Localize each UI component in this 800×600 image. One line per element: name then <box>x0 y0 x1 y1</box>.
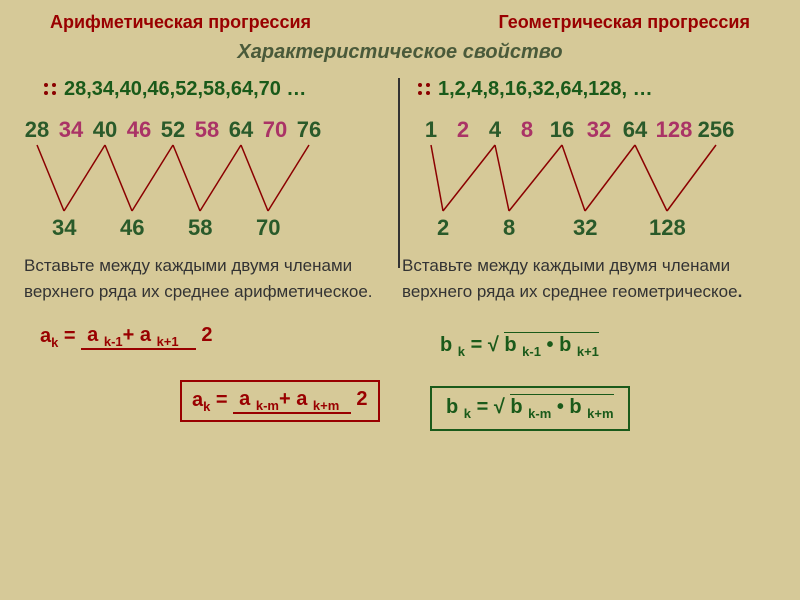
number-cell: 128 <box>649 215 686 241</box>
number-cell: 46 <box>122 117 156 143</box>
geom-bottom-row: 2 8 32 128 <box>415 215 780 241</box>
geom-vlines <box>415 143 780 215</box>
number-cell: 2 <box>437 215 449 241</box>
number-cell: 64 <box>224 117 258 143</box>
header-geom: Геометрическая прогрессия <box>499 12 751 33</box>
arith-seq-text: 28,34,40,46,52,58,64,70 … <box>64 78 306 100</box>
arith-formula-main: ak = a k-1+ a k+1 2 <box>40 324 212 350</box>
number-cell: 32 <box>573 215 597 241</box>
geom-seq-text: 1,2,4,8,16,32,64,128, … <box>438 78 653 100</box>
number-cell: 70 <box>256 215 280 241</box>
number-cell: 128 <box>653 117 695 143</box>
arith-instruction: Вставьте между каждыми двумя членами вер… <box>24 253 392 304</box>
geom-instruction: Вставьте между каждыми двумя членами вер… <box>392 253 770 304</box>
geom-formula-box: b k = √ b k-m • b k+m <box>430 386 630 431</box>
arith-bottom-row: 34 46 58 70 <box>20 215 415 241</box>
arith-formula-box: ak = a k-m+ a k+m 2 <box>180 380 380 422</box>
number-cell: 2 <box>447 117 479 143</box>
number-cell: 34 <box>54 117 88 143</box>
number-cell: 256 <box>695 117 737 143</box>
number-cell: 4 <box>479 117 511 143</box>
number-cell: 16 <box>543 117 581 143</box>
geom-top-row: 1248163264128256 <box>415 117 780 143</box>
subtitle: Характеристическое свойство <box>0 41 800 64</box>
number-cell: 34 <box>52 215 76 241</box>
number-cell: 52 <box>156 117 190 143</box>
arith-sequence: 28,34,40,46,52,58,64,70 … <box>30 78 396 101</box>
number-cell: 28 <box>20 117 54 143</box>
arith-vlines <box>20 143 415 215</box>
number-cell: 1 <box>415 117 447 143</box>
bullet-icon <box>416 81 434 99</box>
number-cell: 8 <box>503 215 515 241</box>
number-cell: 70 <box>258 117 292 143</box>
number-cell: 76 <box>292 117 326 143</box>
number-cell: 46 <box>120 215 144 241</box>
geom-formula-main: b k = √ b k-1 • b k+1 <box>440 334 599 359</box>
number-cell: 40 <box>88 117 122 143</box>
bullet-icon <box>42 81 60 99</box>
number-cell: 58 <box>188 215 212 241</box>
geom-sequence: 1,2,4,8,16,32,64,128, … <box>396 78 770 101</box>
header-arith: Арифметическая прогрессия <box>50 12 311 33</box>
number-cell: 64 <box>617 117 653 143</box>
number-cell: 8 <box>511 117 543 143</box>
arith-top-row: 283440465258647076 <box>20 117 415 143</box>
number-cell: 58 <box>190 117 224 143</box>
number-cell: 32 <box>581 117 617 143</box>
